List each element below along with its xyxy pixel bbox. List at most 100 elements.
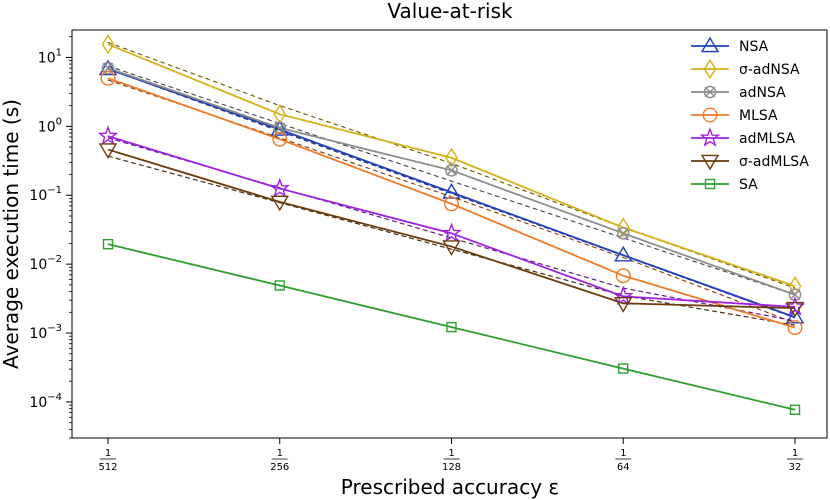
plot-frame: [71, 29, 828, 439]
fit-line-mlsa: [107, 79, 796, 324]
data-point-admlsa: [269, 177, 291, 198]
data-point-sa: [446, 321, 457, 333]
data-point-adnsa-ring: [616, 227, 630, 240]
data-point-sa: [274, 280, 285, 291]
y-tick-label: 10−4: [29, 392, 62, 411]
data-point-adnsa: [445, 147, 458, 168]
x-axis: 1 512 1 256 1 128 1 64 1 32: [98, 438, 803, 473]
data-point-admlsa: [614, 297, 633, 313]
y-tick-base: 10: [29, 188, 47, 204]
x-tick-numerator: 1: [448, 448, 454, 459]
series-line-adnsa: [107, 43, 796, 287]
legend-label-mlsa: MLSA: [739, 108, 778, 124]
fit-line-dark-admlsa: [107, 137, 796, 322]
y-tick-exponent: −3: [47, 323, 62, 334]
data-point-admlsa: [441, 222, 462, 243]
legend: NSA σ-adNSA adNSA MLSA adMLSA σ-adMLSA SA: [691, 36, 809, 193]
data-point-adnsa: [101, 61, 115, 75]
series-markers: [97, 34, 806, 415]
x-tick-denominator: 128: [442, 462, 461, 473]
series-lines: [107, 43, 796, 411]
data-point-admlsa: [97, 125, 119, 145]
fit-line-dark-adnsa: [107, 65, 796, 296]
data-point-admlsa: [442, 240, 461, 256]
x-tick-numerator: 1: [277, 448, 283, 459]
data-point-adnsa: [273, 104, 287, 125]
legend-label-admlsa: adMLSA: [739, 131, 795, 147]
y-tick-exponent: 0: [56, 116, 62, 127]
y-tick-exponent: −1: [47, 185, 62, 196]
y-tick-label: 100: [38, 116, 62, 135]
data-point-nsa: [785, 307, 805, 324]
y-tick-base: 10: [38, 50, 56, 66]
data-point-nsa: [442, 183, 461, 199]
legend-label-nsa: NSA: [739, 39, 769, 55]
data-point-adnsa-cross-b: [617, 228, 629, 239]
legend-label-admlsa: σ-adMLSA: [739, 154, 809, 170]
series-line-nsa: [107, 68, 796, 319]
data-point-nsa: [98, 59, 118, 76]
data-point-mlsa: [100, 70, 116, 86]
x-tick-denominator: 32: [789, 462, 802, 473]
data-point-adnsa-ring: [788, 288, 802, 302]
x-tick-denominator: 64: [617, 462, 630, 473]
legend-marker-adnsa: [703, 58, 717, 80]
data-point-adnsa-ring: [445, 164, 458, 177]
data-point-sa: [102, 238, 114, 250]
legend-marker-adnsa-cross-b: [704, 86, 716, 98]
x-tick-numerator: 1: [105, 448, 111, 459]
data-point-adnsa-cross-b: [789, 289, 801, 301]
series-line-sa: [107, 243, 796, 411]
data-point-admlsa: [785, 301, 805, 318]
fit-line-dark-admlsa: [107, 155, 796, 326]
x-axis-label: Prescribed accuracy ε: [341, 475, 559, 499]
data-point-admlsa: [612, 285, 634, 306]
data-point-adnsa-ring: [273, 121, 287, 135]
data-point-adnsa-cross-b: [102, 62, 114, 74]
data-point-adnsa: [101, 34, 115, 55]
data-point-admlsa: [270, 195, 289, 212]
legend-label-adnsa: adNSA: [739, 85, 786, 101]
legend-label-adnsa: σ-adNSA: [739, 62, 800, 78]
y-tick-exponent: 1: [56, 47, 62, 58]
legend-marker-admlsa: [699, 127, 721, 147]
x-tick-numerator: 1: [620, 448, 626, 459]
data-point-nsa: [270, 120, 289, 136]
data-point-adnsa-cross-b: [446, 165, 457, 176]
y-tick-label: 101: [38, 47, 62, 66]
legend-marker-adnsa-ring: [703, 85, 717, 99]
legend-marker-adnsa: [703, 85, 717, 99]
series-line-mlsa: [107, 77, 796, 329]
y-axis-label: Average execution time (s): [0, 99, 23, 369]
data-point-sa: [618, 363, 629, 374]
data-point-adnsa: [788, 288, 802, 302]
data-point-adnsa: [445, 164, 458, 177]
series-line-admlsa: [107, 148, 796, 310]
data-point-mlsa: [272, 131, 288, 147]
x-tick-numerator: 1: [792, 448, 798, 459]
data-point-mlsa: [444, 196, 460, 212]
y-tick-base: 10: [29, 257, 47, 273]
chart-title: Value-at-risk: [387, 0, 513, 23]
y-tick-exponent: −2: [47, 254, 62, 265]
data-point-mlsa: [615, 268, 631, 284]
y-tick-label: 10−1: [29, 185, 62, 204]
fit-line-dark-mlsa: [107, 79, 796, 324]
legend-label-sa: SA: [739, 177, 758, 193]
y-tick-base: 10: [38, 119, 56, 135]
data-point-adnsa: [616, 227, 630, 240]
y-tick-label: 10−2: [29, 254, 62, 273]
legend-marker-sa: [704, 178, 716, 190]
y-tick-label: 10−3: [29, 323, 62, 342]
data-point-mlsa: [787, 320, 803, 336]
legend-marker-admlsa: [700, 154, 720, 171]
legend-marker-nsa: [700, 36, 720, 53]
data-point-adnsa: [616, 217, 630, 238]
x-tick-denominator: 256: [270, 462, 289, 473]
data-point-adnsa-ring: [101, 61, 115, 75]
data-point-adnsa-cross-b: [274, 122, 286, 134]
data-point-adnsa: [273, 121, 287, 135]
y-tick-exponent: −4: [47, 392, 62, 403]
